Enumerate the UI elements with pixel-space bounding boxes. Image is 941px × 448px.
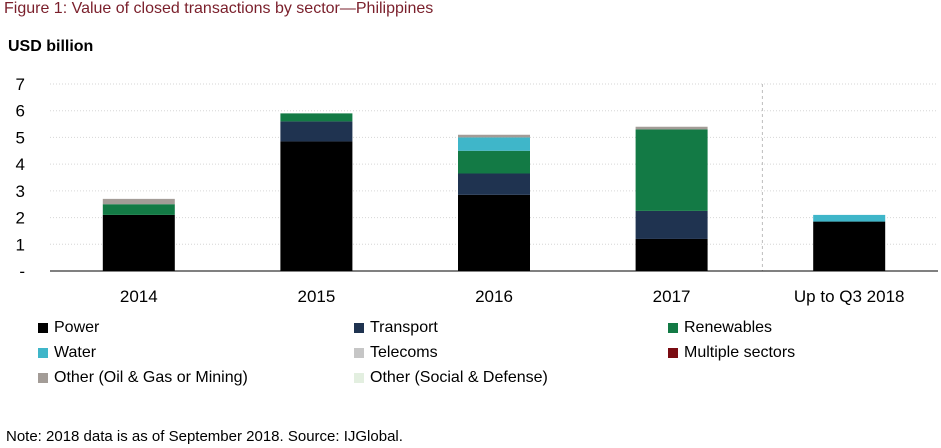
bar-segment [635, 129, 708, 211]
bar-segment [458, 134, 530, 138]
y-tick-label: 6 [16, 102, 25, 121]
x-tick-label: 2014 [120, 287, 158, 306]
bar-segment [280, 113, 353, 122]
bar-segment [458, 194, 530, 271]
bar-segment [635, 126, 708, 130]
y-tick-label: 5 [16, 128, 25, 147]
y-tick-label: 4 [16, 155, 25, 174]
bar-segment [635, 238, 708, 271]
bars [102, 113, 886, 271]
bar-segment [102, 214, 175, 271]
axes: - 1 2 3 4 5 6 7 2014 2015 2016 2017 Up to Q3 2018 [16, 75, 938, 306]
bar-segment [280, 141, 353, 271]
y-axis-unit-label: USD billion [8, 38, 94, 55]
bar-segment [102, 198, 175, 205]
x-tick-label: 2017 [653, 287, 691, 306]
bar-segment [280, 121, 353, 142]
y-tick-label: 2 [16, 209, 25, 228]
bar-segment [813, 214, 886, 222]
bar-segment [458, 137, 530, 151]
figure-title: Figure 1: Value of closed transactions b… [4, 0, 434, 17]
x-tick-label: Up to Q3 2018 [794, 287, 905, 306]
y-tick-label: - [19, 262, 25, 281]
bar-segment [102, 204, 175, 215]
x-tick-label: 2015 [297, 287, 335, 306]
y-tick-label: 3 [16, 182, 25, 201]
bar-segment [813, 221, 886, 271]
y-tick-label: 7 [16, 75, 25, 94]
x-tick-label: 2016 [475, 287, 513, 306]
bar-segment [458, 173, 530, 195]
y-tick-label: 1 [16, 235, 25, 254]
bar-segment [458, 150, 530, 174]
bar-segment [635, 210, 708, 239]
footnote: Note: 2018 data is as of September 2018.… [6, 428, 403, 445]
